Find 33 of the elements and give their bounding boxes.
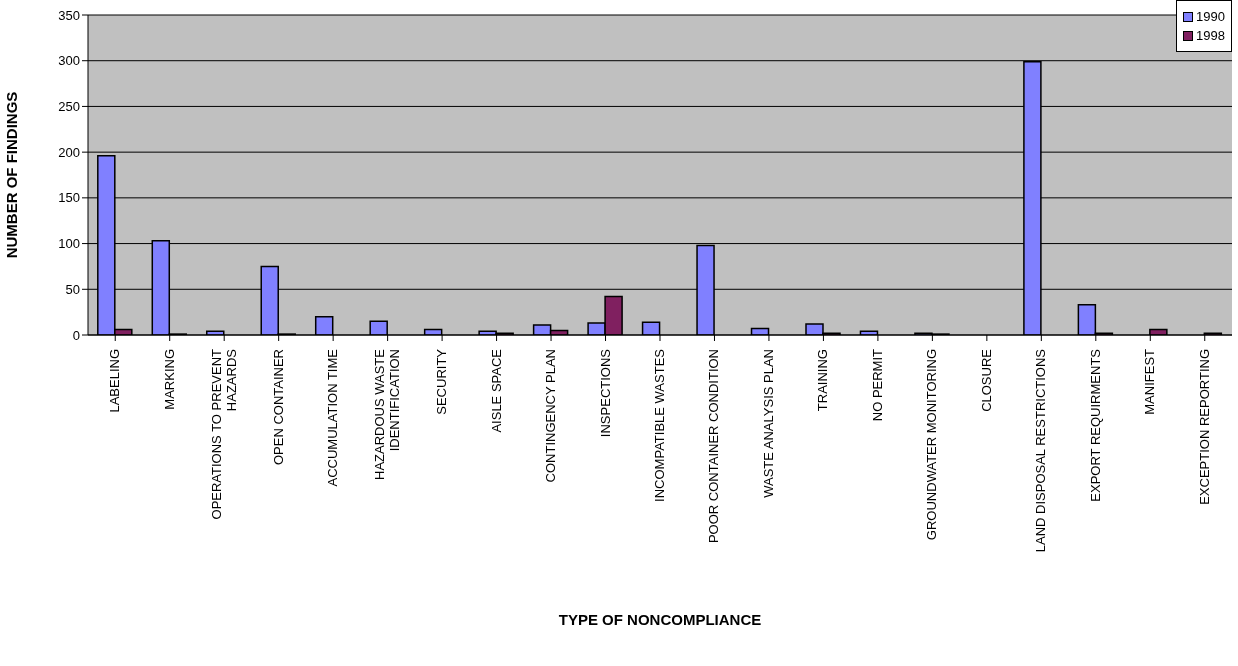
x-tick-label: TRAINING bbox=[815, 349, 831, 412]
y-tick-label: 300 bbox=[58, 53, 80, 69]
y-tick-label: 100 bbox=[58, 236, 80, 252]
y-axis-title: NUMBER OF FINDINGS bbox=[3, 91, 21, 259]
legend-label: 1990 bbox=[1196, 9, 1225, 24]
x-tick-label: SECURITY bbox=[434, 348, 450, 415]
x-tick-label: ACCUMULATION TIME bbox=[325, 348, 341, 487]
x-tick-label: CLOSURE bbox=[978, 348, 994, 412]
x-tick-label: OPEN CONTAINER bbox=[270, 349, 286, 466]
x-tick-label: CONTINGENCY PLAN bbox=[543, 349, 559, 483]
x-tick-label: POOR CONTAINER CONDITION bbox=[706, 349, 722, 544]
x-tick-label: EXPORT REQUIRMENTS bbox=[1087, 348, 1103, 502]
y-tick-label: 50 bbox=[65, 281, 80, 297]
x-tick-label: MARKING bbox=[161, 349, 177, 410]
x-axis-title: TYPE OF NONCOMPLIANCE bbox=[558, 611, 762, 628]
x-tick-label: AISLE SPACE bbox=[488, 348, 504, 433]
y-tick-label: 0 bbox=[72, 327, 80, 343]
x-tick-label: OPERATIONS TO PREVENT HAZARDS bbox=[208, 348, 239, 520]
y-tick-label: 200 bbox=[58, 144, 80, 160]
x-tick-label: MANIFEST bbox=[1142, 348, 1158, 415]
y-tick-label: 150 bbox=[58, 190, 80, 206]
x-tick-label: LABELING bbox=[107, 349, 123, 413]
y-tick-label: 250 bbox=[58, 99, 80, 115]
x-tick-label: HAZARDOUS WASTE IDENTIFICATION bbox=[372, 348, 403, 480]
x-tick-label: EXCEPTION REPORTING bbox=[1196, 349, 1212, 505]
legend-label: 1998 bbox=[1196, 28, 1225, 43]
x-tick-label: INCOMPATIBLE WASTES bbox=[652, 348, 667, 502]
x-tick-label: INSPECTIONS bbox=[597, 348, 613, 438]
x-tick-label: GROUNDWATER MONITORING bbox=[924, 349, 940, 541]
x-tick-label: WASTE ANALYSIS PLAN bbox=[760, 349, 776, 498]
x-tick-label: NO PERMIT bbox=[869, 348, 885, 422]
y-tick-label: 350 bbox=[58, 7, 80, 23]
x-tick-label: LAND DISPOSAL RESTRICTIONS bbox=[1033, 348, 1049, 553]
